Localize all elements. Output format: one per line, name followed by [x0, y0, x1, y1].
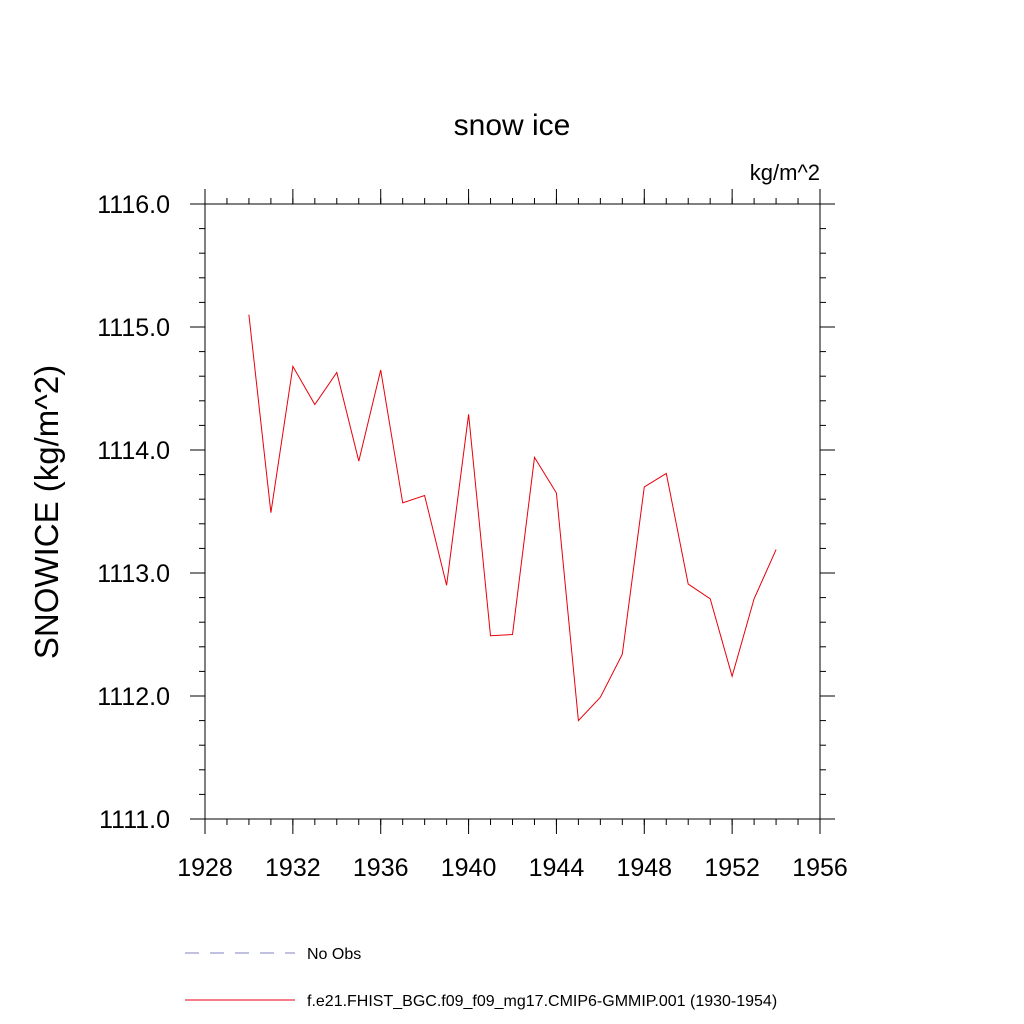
x-tick-label: 1936 — [353, 854, 409, 882]
y-tick-label: 1111.0 — [99, 806, 170, 834]
legend: No Obs f.e21.FHIST_BGC.f09_f09_mg17.CMIP6… — [185, 946, 777, 1010]
legend-label: f.e21.FHIST_BGC.f09_f09_mg17.CMIP6-GMMIP… — [307, 993, 777, 1010]
y-tick-label: 1114.0 — [97, 437, 170, 465]
x-tick-label: 1940 — [441, 854, 497, 882]
legend-label: No Obs — [307, 946, 361, 963]
x-tick-label: 1948 — [616, 854, 672, 882]
y-tick-label: 1116.0 — [97, 191, 170, 219]
y-tick-label: 1112.0 — [97, 683, 170, 711]
y-axis-label: SNOWICE (kg/m^2) — [28, 365, 65, 659]
major-ticks — [190, 189, 835, 834]
x-tick-label: 1928 — [177, 854, 233, 882]
y-tick-labels: 1111.0 1112.0 1113.0 1114.0 1115.0 1116.0 — [97, 191, 170, 834]
units-label: kg/m^2 — [750, 160, 820, 185]
minor-ticks — [199, 198, 826, 825]
series-layer — [248, 314, 777, 722]
plot-frame — [204, 203, 821, 820]
x-tick-label: 1952 — [704, 854, 760, 882]
x-tick-label: 1944 — [529, 854, 585, 882]
x-tick-labels: 1928 1932 1936 1940 1944 1948 1952 1956 — [177, 854, 848, 882]
y-tick-label: 1115.0 — [97, 314, 170, 342]
chart-title: snow ice — [454, 109, 571, 142]
x-tick-label: 1932 — [265, 854, 321, 882]
x-tick-label: 1956 — [792, 854, 848, 882]
y-tick-label: 1113.0 — [97, 560, 170, 588]
series-line — [248, 314, 777, 722]
